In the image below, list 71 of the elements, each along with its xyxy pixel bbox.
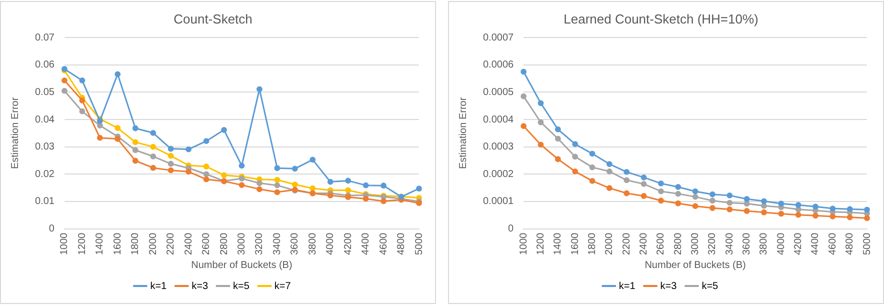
x-tick-label: 3400 — [724, 232, 736, 256]
x-tick-label: 3600 — [742, 232, 753, 256]
x-tick-label: 1600 — [112, 232, 124, 256]
x-tick-label: 2400 — [638, 232, 650, 256]
x-tick-label: 2600 — [656, 232, 667, 256]
y-tick-label: 0.07 — [34, 32, 55, 44]
y-tick-label: 0.04 — [34, 114, 55, 126]
x-tick-label: 2800 — [672, 232, 684, 256]
y-axis-title: Estimation Error — [10, 96, 21, 170]
legend-label: k=5 — [702, 280, 719, 292]
x-tick-label: 3200 — [707, 232, 718, 256]
x-tick-label: 1000 — [59, 232, 70, 256]
y-tick-label: 0.0006 — [482, 60, 514, 71]
y-tick-label: 0.05 — [34, 86, 55, 98]
x-tick-label: 2600 — [201, 232, 212, 256]
y-tick-label: 0.0001 — [482, 196, 514, 208]
x-tick-label: 4000 — [776, 232, 787, 256]
x-tick-label: 1400 — [94, 232, 106, 256]
x-tick-label: 4400 — [810, 232, 822, 256]
x-tick-label: 5000 — [862, 232, 873, 256]
x-tick-label: 1200 — [536, 232, 547, 256]
x-tick-label: 2000 — [148, 232, 159, 256]
x-axis-title: Number of Buckets (B) — [644, 260, 746, 271]
legend-label: k=3 — [660, 280, 678, 292]
legend-label: k=1 — [150, 280, 168, 292]
legend-label: k=3 — [192, 280, 208, 292]
x-tick-label: 3800 — [758, 232, 770, 256]
y-tick-label: 0 — [48, 224, 55, 235]
y-tick-label: 0.02 — [34, 168, 55, 180]
x-tick-label: 1200 — [76, 232, 88, 256]
y-tick-label: 0.0004 — [482, 114, 514, 126]
x-tick-label: 4000 — [325, 232, 336, 256]
x-tick-label: 4800 — [844, 232, 856, 256]
x-tick-label: 5000 — [414, 232, 425, 256]
x-tick-label: 3400 — [272, 232, 283, 256]
x-tick-label: 1600 — [570, 232, 581, 256]
chart-title: Count-Sketch — [174, 11, 252, 26]
y-tick-label: 0 — [508, 224, 514, 235]
x-tick-label: 3600 — [290, 232, 301, 256]
x-tick-label: 3000 — [690, 232, 702, 256]
x-tick-label: 3200 — [254, 232, 266, 256]
y-tick-label: 0.0003 — [482, 142, 514, 153]
x-tick-label: 1800 — [130, 232, 142, 256]
x-tick-label: 2400 — [183, 232, 194, 256]
x-tick-label: 2200 — [166, 232, 177, 256]
x-tick-label: 2200 — [621, 232, 632, 256]
y-tick-label: 0.01 — [34, 196, 55, 208]
x-tick-label: 2800 — [218, 232, 230, 256]
x-tick-label: 1000 — [518, 232, 530, 256]
x-tick-label: 4200 — [342, 232, 354, 256]
legend-label: k=5 — [233, 280, 250, 292]
x-tick-label: 3000 — [236, 232, 248, 256]
y-tick-label: 0.0005 — [482, 86, 514, 98]
x-tick-label: 4600 — [827, 232, 838, 256]
x-tick-label: 3800 — [307, 232, 318, 256]
x-tick-label: 1400 — [552, 232, 564, 256]
x-axis-title: Number of Buckets (B) — [191, 260, 292, 271]
x-tick-label: 4600 — [378, 232, 390, 256]
y-axis-title: Estimation Error — [458, 96, 469, 170]
legend-label: k=1 — [618, 280, 636, 292]
y-tick-label: 0.03 — [34, 142, 55, 153]
y-tick-label: 0.06 — [34, 60, 55, 71]
x-tick-label: 4200 — [793, 232, 804, 256]
chart-title: Learned Count-Sketch (HH=10%) — [564, 11, 758, 26]
x-tick-label: 4400 — [360, 232, 372, 256]
x-tick-label: 2000 — [604, 232, 616, 256]
y-tick-label: 0.0002 — [482, 168, 514, 180]
legend-label: k=7 — [274, 280, 292, 292]
x-tick-label: 4800 — [396, 232, 408, 256]
x-tick-label: 1800 — [587, 232, 598, 256]
y-tick-label: 0.0007 — [482, 32, 514, 44]
